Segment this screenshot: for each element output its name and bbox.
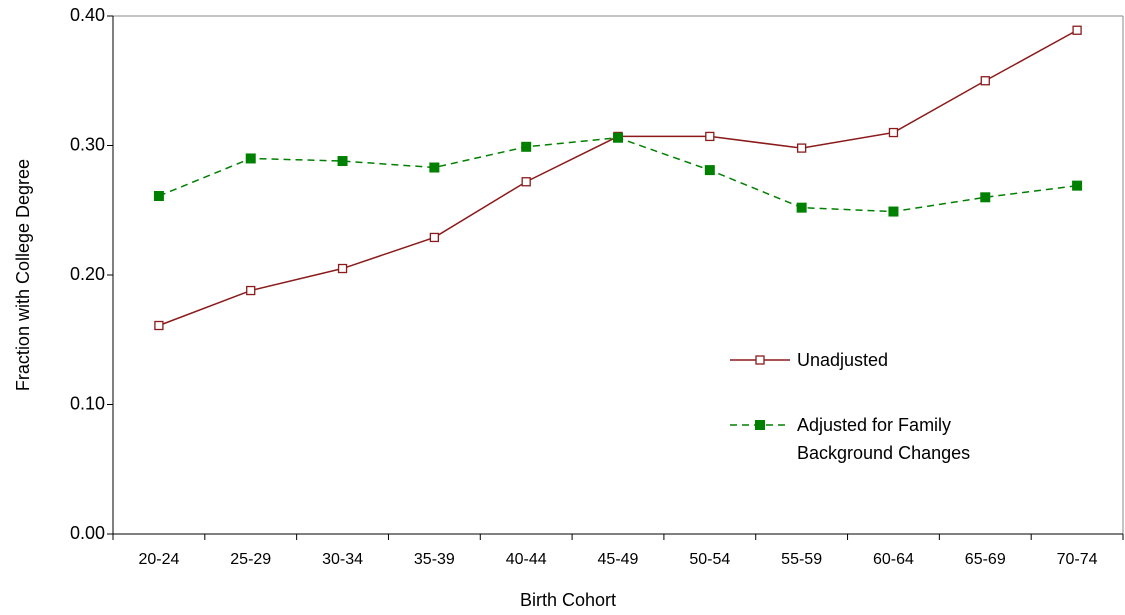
y-tick-label: 0.40 [70,5,105,25]
y-tick-label: 0.20 [70,264,105,284]
x-tick-label: 40-44 [506,551,547,568]
data-point [980,76,990,86]
x-tick-label: 30-34 [322,551,363,568]
legend-label: Adjusted for Family Background Changes [797,415,971,463]
data-point [704,165,715,176]
x-tick-label: 70-74 [1057,551,1098,568]
y-tick-label: 0.00 [70,523,105,543]
x-tick-label: 50-54 [689,551,730,568]
x-tick-label: 25-29 [230,551,271,568]
data-point [796,202,807,213]
data-point [154,320,164,331]
data-point [613,132,623,143]
data-point [245,153,256,164]
data-point [153,191,164,202]
y-tick-label: 0.10 [70,393,105,413]
data-point [337,263,348,274]
legend-label: Unadjusted [797,350,889,370]
legend-marker [755,420,765,430]
data-point [796,143,807,153]
y-tick-label: 0.30 [70,134,105,154]
data-point [980,192,991,203]
data-point [1072,25,1082,35]
data-point [521,141,532,152]
data-point [337,156,348,167]
data-point [888,206,899,217]
x-tick-label: 60-64 [873,551,914,568]
series-line [158,29,1078,327]
x-tick-label: 20-24 [138,551,179,568]
data-point [246,285,256,296]
x-tick-label: 45-49 [598,551,639,568]
data-point [521,177,531,187]
y-axis-title: Fraction with College Degree [13,159,33,391]
x-tick-label: 65-69 [965,551,1006,568]
data-point [888,127,899,138]
x-axis-title: Birth Cohort [520,590,616,610]
data-point [429,232,440,243]
data-point [705,131,715,142]
x-tick-label: 35-39 [414,551,455,568]
x-tick-label: 55-59 [781,551,822,568]
data-point [1072,180,1083,191]
series-line [158,136,1078,213]
legend-marker [755,355,765,365]
data-point [429,162,440,173]
